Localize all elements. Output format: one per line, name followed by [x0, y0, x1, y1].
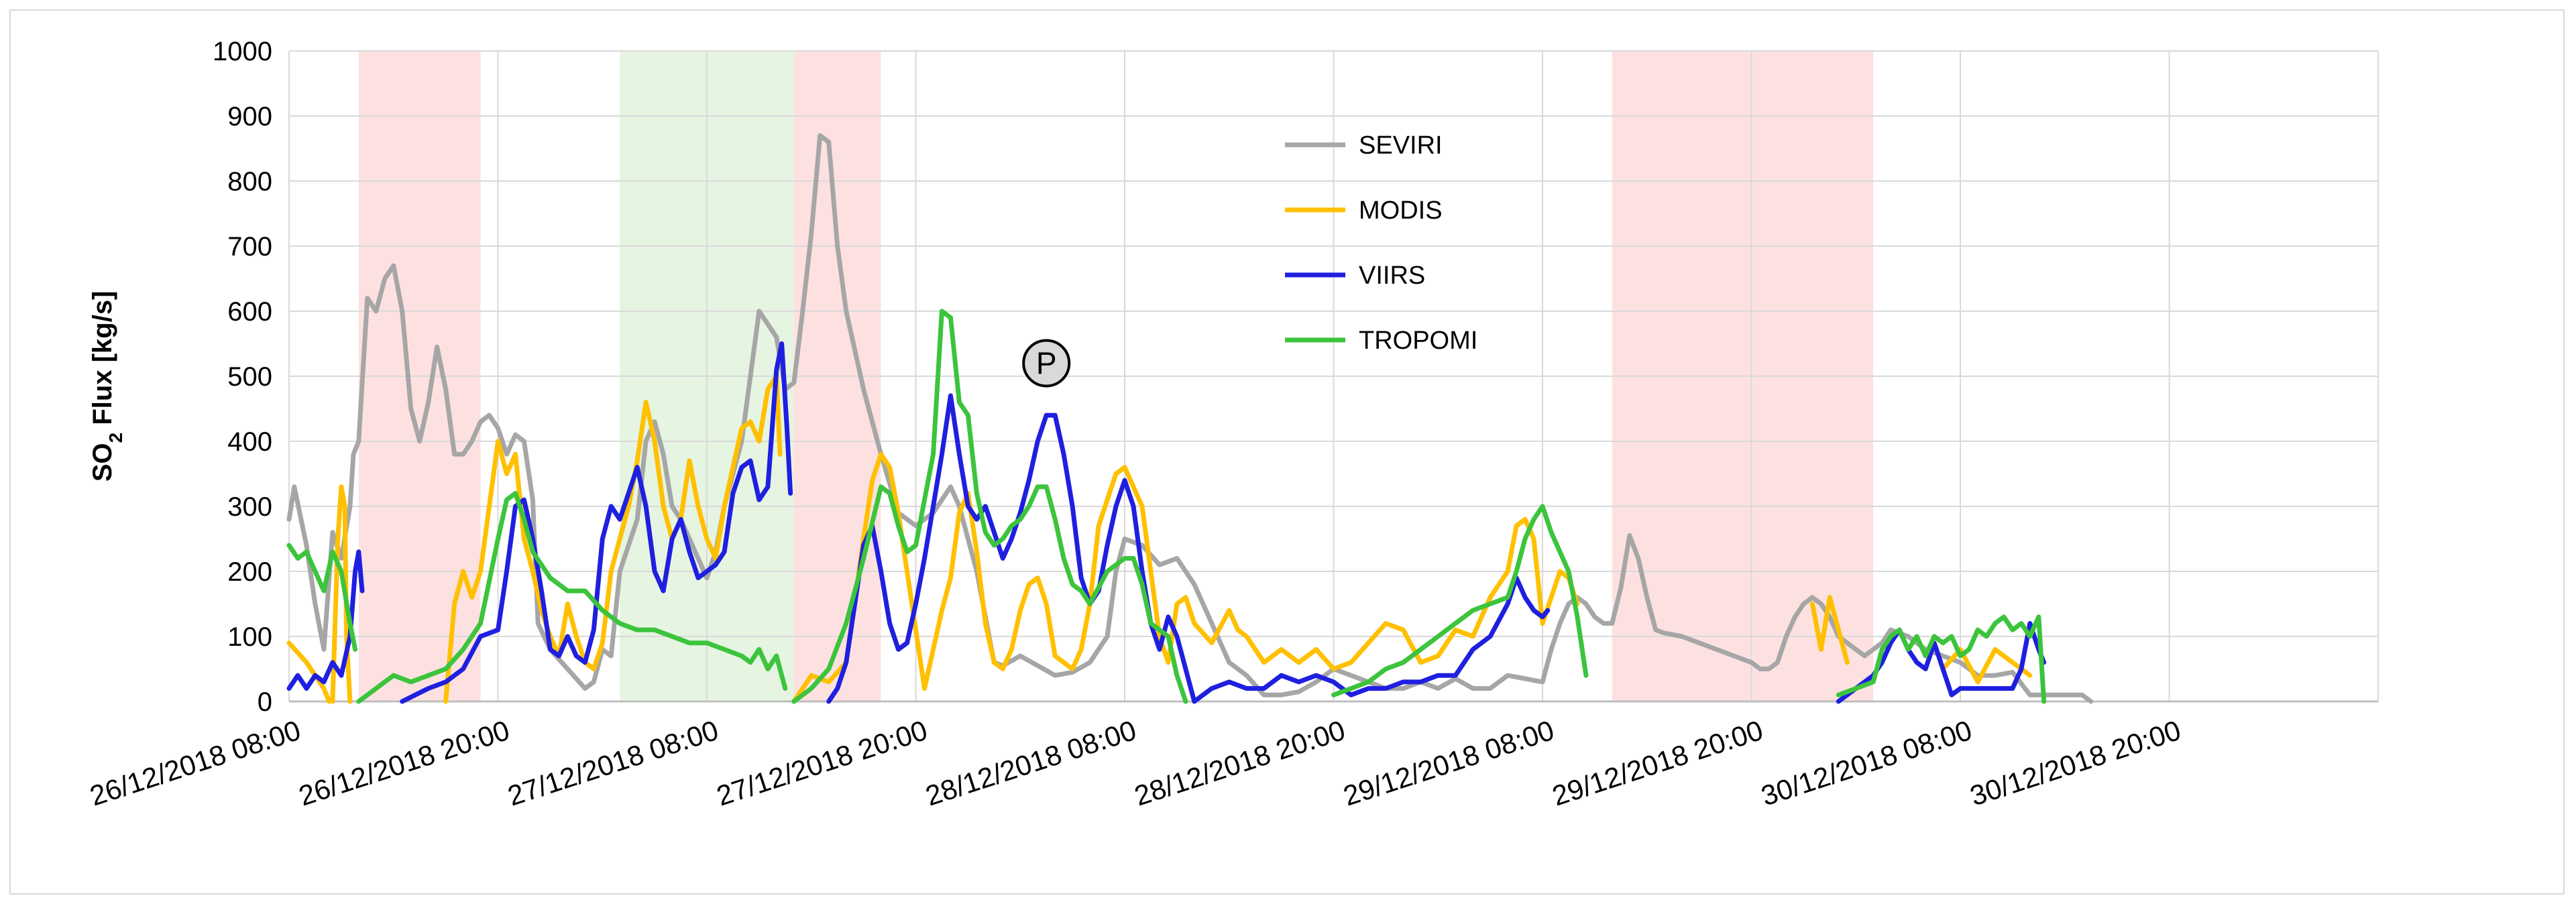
y-tick-label: 0	[258, 687, 272, 717]
legend: SEVIRI MODIS VIIRS TROPOMI	[1285, 131, 1477, 355]
annotation-circle	[1022, 339, 1071, 388]
x-tick-label: 29/12/2018 20:00	[1549, 714, 1767, 812]
series-seviri	[286, 133, 2094, 704]
x-tick-label: 26/12/2018 20:00	[295, 714, 514, 812]
y-tick-label: 800	[227, 167, 272, 196]
series-viirs	[286, 341, 2047, 704]
annotations: P	[1022, 339, 1071, 388]
legend-label-modis: MODIS	[1359, 196, 1443, 225]
y-tick-label: 1000	[213, 37, 272, 66]
x-tick-label: 28/12/2018 08:00	[921, 714, 1140, 812]
series-line-modis-2	[443, 374, 783, 704]
y-tick-label: 900	[227, 102, 272, 131]
x-tick-label: 29/12/2018 08:00	[1339, 714, 1558, 812]
series-line-tropomi-2	[791, 308, 1188, 704]
legend-label-seviri: SEVIRI	[1359, 131, 1443, 160]
gridlines	[288, 50, 2379, 702]
series-line-modis-4	[1809, 595, 1850, 665]
series-line-tropomi-4	[1836, 614, 2047, 704]
series-line-tropomi-3	[1331, 504, 1589, 697]
y-tick-label: 100	[227, 622, 272, 652]
x-tick-label: 27/12/2018 08:00	[504, 714, 722, 812]
line-chart: 0 100 200 300 400 500 600 700 800 900 1000 26/12/20…	[86, 37, 2379, 812]
y-tick-label: 200	[227, 557, 272, 587]
series-tropomi	[286, 308, 2047, 704]
chart-frame: 0 100 200 300 400 500 600 700 800 900 1000 26/12/20…	[9, 9, 2565, 895]
series-line-viirs-3	[1836, 621, 2047, 704]
legend-label-tropomi: TROPOMI	[1359, 327, 1477, 355]
y-tick-label: 400	[227, 427, 272, 457]
y-axis-label-subscript: 2	[105, 433, 126, 443]
series-line-modis-0	[286, 640, 332, 704]
x-tick-label: 26/12/2018 08:00	[86, 714, 304, 812]
x-tick-label: 30/12/2018 20:00	[1966, 714, 2185, 812]
y-axis-label: SO2 Flux [kg/s]	[88, 291, 126, 482]
x-tick-label: 28/12/2018 20:00	[1131, 714, 1349, 812]
series-line-tropomi-0	[286, 543, 358, 652]
data-series	[286, 133, 2094, 704]
y-tick-label: 600	[227, 297, 272, 327]
y-tick-label: 300	[227, 492, 272, 522]
series-line-seviri-0	[286, 133, 2094, 704]
y-axis-label-rest: Flux [kg/s]	[88, 291, 117, 433]
series-line-viirs-2	[826, 393, 1551, 704]
series-line-viirs-1	[400, 341, 793, 704]
x-tick-label: 27/12/2018 20:00	[713, 714, 932, 812]
annotation-label: P	[1036, 346, 1057, 381]
series-line-modis-3	[791, 451, 1580, 704]
y-axis-label-main: SO	[88, 443, 117, 481]
y-tick-label: 500	[227, 362, 272, 392]
x-tick-label: 30/12/2018 08:00	[1757, 714, 1976, 812]
legend-label-viirs: VIIRS	[1359, 262, 1425, 290]
series-line-tropomi-1	[356, 491, 788, 704]
series-line-viirs-0	[286, 549, 365, 691]
y-tick-label: 700	[227, 232, 272, 262]
